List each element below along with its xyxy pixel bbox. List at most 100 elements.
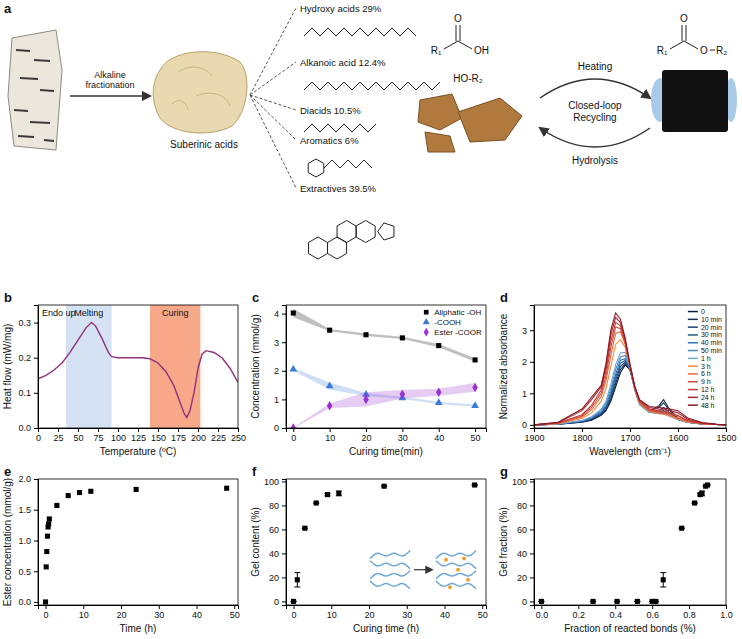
bond	[444, 41, 472, 49]
tick: 200	[191, 428, 206, 443]
line	[534, 327, 726, 425]
tick: 20	[517, 573, 534, 583]
tick-label: 50	[478, 610, 488, 620]
tick-mark	[366, 428, 367, 432]
panel-g: g0.00.20.40.60.81.0020406080100Fraction …	[498, 464, 733, 634]
tick-label: 100	[264, 477, 279, 487]
tick-mark	[121, 605, 122, 609]
tick-label: 25	[53, 433, 63, 443]
bark-mark	[20, 78, 38, 79]
birch-bark	[8, 30, 62, 150]
tick: 40	[192, 605, 202, 620]
legend-label: 0	[701, 308, 705, 315]
structure-extractive-ring	[308, 237, 327, 259]
legend-swatch	[688, 397, 698, 399]
tick: 0	[522, 597, 534, 607]
legend: 010 min20 min30 min40 min50 min1 h3 h6 h…	[688, 308, 722, 409]
legend-marker	[424, 310, 429, 315]
atom: OH	[474, 45, 489, 56]
tick: 1500	[716, 428, 736, 443]
tick: 1.5	[18, 505, 38, 515]
panel-a: aAlkalinefractionationSuberinic acidsHyd…	[4, 1, 737, 259]
legend-item: 6 h	[688, 370, 711, 377]
arrow	[70, 95, 150, 97]
tick-label: 40	[269, 549, 279, 559]
tick-label: 30	[398, 433, 408, 443]
structure-aromatic-chain	[324, 160, 372, 168]
tick-label: 0.0	[536, 610, 549, 620]
tick-label: 50	[471, 433, 481, 443]
label: Alkalinefractionation	[85, 70, 134, 90]
region-label: Curing	[162, 308, 189, 318]
tick: 10	[327, 605, 337, 620]
tick-mark	[282, 601, 286, 602]
tick-label: 0.2	[18, 353, 31, 363]
point	[325, 492, 330, 497]
chain	[436, 551, 476, 559]
point	[699, 491, 704, 496]
tick-mark	[402, 428, 403, 432]
chain	[370, 581, 410, 589]
legend-item: 24 h	[688, 394, 715, 401]
axis-line	[39, 429, 239, 433]
frame	[38, 479, 238, 605]
structure-hydroxy-acid	[304, 28, 416, 36]
tick-label: 60	[517, 525, 527, 535]
arrow	[540, 128, 650, 147]
point	[661, 577, 666, 582]
y-axis: 0.00.51.01.52.0	[18, 474, 38, 607]
tick-mark	[282, 342, 286, 343]
tick: 30	[154, 605, 164, 620]
point	[134, 487, 139, 492]
label: Heating	[578, 61, 612, 72]
panel-d: d190018001700160015000123Wavelength (cm⁻…	[498, 290, 737, 457]
legend-item: 12 h	[688, 386, 715, 393]
tick: 20	[361, 428, 371, 443]
tick-label: 0	[36, 433, 41, 443]
tick-mark	[530, 577, 534, 578]
dashed-link	[250, 95, 296, 188]
label: Hydrolysis	[572, 155, 618, 166]
panel-letter: e	[4, 464, 11, 479]
tick: 1.0	[720, 605, 733, 620]
point	[471, 401, 479, 408]
label-line: fractionation	[85, 80, 134, 90]
tick-label: 1500	[716, 433, 736, 443]
y-title: Gel fraction (%)	[498, 507, 509, 576]
plot: 0102030405001234Curing time(min)Aliphati…	[274, 305, 487, 457]
point	[291, 423, 296, 428]
tick: 0.5	[18, 567, 38, 577]
tick: 2.0	[18, 474, 38, 484]
atom: R₁	[657, 45, 668, 56]
bark-mark	[14, 110, 28, 111]
tick-label: 0	[292, 610, 297, 620]
atom: HO-R₂	[453, 73, 483, 84]
point	[679, 526, 684, 531]
component-label: Aromatics 6%	[300, 135, 359, 146]
x-axis: 0255075100125150175200225250	[36, 428, 246, 443]
chain	[370, 561, 410, 569]
y-axis: 0123	[522, 306, 535, 431]
tick-label: 1800	[572, 433, 592, 443]
atom: O	[680, 13, 688, 24]
tick-label: 225	[211, 433, 226, 443]
tick-label: 100	[512, 477, 527, 487]
tick-mark	[530, 330, 534, 331]
tick-label: 40	[434, 433, 444, 443]
point	[473, 357, 478, 362]
x-title: Curing time (h)	[353, 623, 419, 634]
point	[314, 500, 319, 505]
tick-mark	[58, 428, 59, 432]
tick-label: 40	[192, 610, 202, 620]
point	[635, 599, 640, 604]
powder-piece	[458, 98, 522, 142]
blob-shade	[172, 67, 230, 110]
tick-label: 150	[151, 433, 166, 443]
tick-label: 75	[93, 433, 103, 443]
suberinic-acids	[153, 52, 247, 133]
region-label: Melting	[74, 308, 103, 318]
x-axis: 01020304050	[287, 428, 487, 443]
tick-mark	[178, 428, 179, 432]
dashed-link	[250, 62, 296, 95]
legend-swatch	[688, 389, 698, 391]
